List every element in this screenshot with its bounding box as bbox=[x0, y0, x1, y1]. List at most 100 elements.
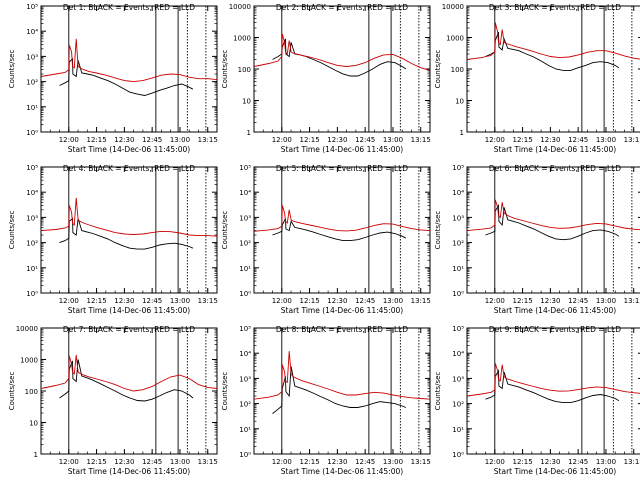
lld-series-line bbox=[253, 351, 431, 400]
detector-chart-2: 1 10 100 1000 10000 12:00 12:15 12:30 12:45 13:00… bbox=[221, 3, 431, 154]
lld-series-line bbox=[40, 354, 218, 392]
y-tick-label: 1 bbox=[34, 451, 38, 459]
x-tick-label: 12:15 bbox=[299, 297, 319, 305]
x-tick-label: 12:15 bbox=[86, 458, 106, 466]
y-tick-label: 10³ bbox=[26, 214, 38, 222]
x-tick-label: 12:00 bbox=[272, 297, 292, 305]
x-tick-label: 13:15 bbox=[411, 136, 431, 144]
y-axis-label: Counts/sec bbox=[434, 211, 442, 250]
events-series-line bbox=[272, 366, 407, 414]
y-tick-label: 1000 bbox=[20, 357, 38, 365]
x-tick-label: 12:45 bbox=[355, 136, 375, 144]
chart-title: Det 9: BLACK = Events, RED = LLD bbox=[489, 325, 621, 334]
x-tick-label: 12:00 bbox=[59, 297, 79, 305]
chart-title: Det 3: BLACK = Events, RED = LLD bbox=[489, 3, 621, 12]
chart-title: Det 7: BLACK = Events, RED = LLD bbox=[63, 325, 195, 334]
lld-series-line bbox=[253, 205, 431, 232]
x-tick-label: 12:30 bbox=[114, 458, 134, 466]
y-tick-label: 10⁰ bbox=[26, 290, 38, 298]
detector-chart-1: 10⁰ 10¹ 10² 10³ 10⁴ 10⁵ 12:00 12:15 12:30 12:45 13… bbox=[8, 3, 218, 154]
lld-series-line bbox=[40, 38, 218, 83]
y-tick-label: 10000 bbox=[16, 325, 38, 333]
y-tick-label: 10⁵ bbox=[239, 325, 251, 333]
y-tick-label: 10¹ bbox=[26, 104, 38, 112]
x-tick-label: 12:30 bbox=[114, 297, 134, 305]
y-tick-label: 10⁰ bbox=[452, 451, 464, 459]
y-tick-label: 1 bbox=[460, 129, 464, 137]
x-tick-label: 12:00 bbox=[485, 458, 505, 466]
lld-series-line bbox=[466, 199, 640, 232]
x-tick-label: 12:30 bbox=[114, 136, 134, 144]
x-tick-label: 13:15 bbox=[624, 297, 640, 305]
x-axis-label: Start Time (14-Dec-06 11:45:00) bbox=[494, 306, 616, 315]
y-tick-label: 100 bbox=[451, 66, 464, 74]
y-tick-label: 10¹ bbox=[239, 426, 251, 434]
y-tick-label: 10² bbox=[26, 79, 38, 87]
y-tick-label: 10⁴ bbox=[26, 189, 38, 197]
events-series-line bbox=[485, 31, 620, 71]
plot-frame bbox=[253, 5, 431, 133]
y-tick-label: 10³ bbox=[239, 375, 251, 383]
detector-chart-5: 10⁰ 10¹ 10² 10³ 10⁴ 10⁵ 12:00 12:15 12:30 12:45 13… bbox=[221, 164, 431, 315]
x-tick-label: 13:15 bbox=[198, 297, 218, 305]
y-tick-label: 10³ bbox=[452, 214, 464, 222]
x-tick-label: 12:30 bbox=[540, 458, 560, 466]
x-tick-label: 13:00 bbox=[596, 136, 616, 144]
y-tick-label: 10¹ bbox=[452, 426, 464, 434]
y-tick-label: 10³ bbox=[239, 214, 251, 222]
x-tick-label: 12:15 bbox=[86, 136, 106, 144]
x-tick-label: 13:00 bbox=[170, 458, 190, 466]
y-tick-label: 10⁵ bbox=[452, 325, 464, 333]
y-tick-label: 10 bbox=[455, 98, 464, 106]
y-tick-label: 10⁵ bbox=[26, 3, 38, 11]
events-series-line bbox=[59, 57, 194, 96]
y-tick-label: 1000 bbox=[446, 35, 464, 43]
x-tick-label: 12:15 bbox=[86, 297, 106, 305]
y-axis-label: Counts/sec bbox=[8, 211, 16, 250]
events-series-line bbox=[485, 203, 620, 241]
lld-series-line bbox=[253, 33, 431, 71]
y-tick-label: 10² bbox=[239, 240, 251, 248]
x-tick-label: 12:15 bbox=[512, 136, 532, 144]
x-tick-label: 12:30 bbox=[327, 136, 347, 144]
chart-title: Det 4: BLACK = Events, RED = LLD bbox=[63, 164, 195, 173]
y-axis-label: Counts/sec bbox=[221, 50, 229, 89]
x-tick-label: 13:15 bbox=[198, 458, 218, 466]
x-axis-label: Start Time (14-Dec-06 11:45:00) bbox=[68, 306, 190, 315]
x-tick-label: 12:45 bbox=[142, 136, 162, 144]
y-axis-label: Counts/sec bbox=[8, 50, 16, 89]
x-tick-label: 12:45 bbox=[355, 458, 375, 466]
y-tick-label: 100 bbox=[25, 388, 38, 396]
x-tick-label: 12:45 bbox=[568, 136, 588, 144]
x-tick-label: 13:00 bbox=[170, 136, 190, 144]
y-tick-label: 10 bbox=[29, 420, 38, 428]
x-tick-label: 12:30 bbox=[540, 136, 560, 144]
x-tick-label: 12:00 bbox=[485, 297, 505, 305]
x-axis-label: Start Time (14-Dec-06 11:45:00) bbox=[494, 467, 616, 476]
y-tick-label: 10¹ bbox=[26, 265, 38, 273]
events-series-line bbox=[272, 38, 407, 77]
plot-frame bbox=[466, 166, 640, 294]
lld-series-line bbox=[466, 363, 640, 397]
y-tick-label: 10⁵ bbox=[239, 164, 251, 172]
x-tick-label: 12:00 bbox=[485, 136, 505, 144]
x-tick-label: 12:00 bbox=[272, 136, 292, 144]
chart-title: Det 1: BLACK = Events, RED = LLD bbox=[63, 3, 195, 12]
y-tick-label: 10⁰ bbox=[26, 129, 38, 137]
plot-frame bbox=[253, 327, 431, 455]
chart-title: Det 6: BLACK = Events, RED = LLD bbox=[489, 164, 621, 173]
y-tick-label: 10 bbox=[242, 98, 251, 106]
x-tick-label: 13:00 bbox=[596, 297, 616, 305]
events-series-line bbox=[485, 369, 620, 404]
x-axis-label: Start Time (14-Dec-06 11:45:00) bbox=[68, 467, 190, 476]
x-tick-label: 13:00 bbox=[383, 458, 403, 466]
x-tick-label: 13:15 bbox=[411, 297, 431, 305]
x-tick-label: 12:00 bbox=[272, 458, 292, 466]
chart-title: Det 2: BLACK = Events, RED = LLD bbox=[276, 3, 408, 12]
y-tick-label: 10⁰ bbox=[239, 290, 251, 298]
lld-series-line bbox=[466, 22, 640, 60]
lld-series-line bbox=[40, 197, 218, 237]
y-tick-label: 10³ bbox=[26, 53, 38, 61]
x-tick-label: 12:15 bbox=[299, 136, 319, 144]
